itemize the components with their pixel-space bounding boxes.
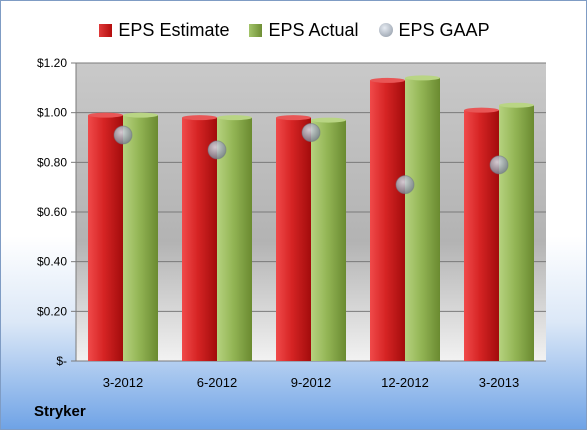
legend-label-gaap: EPS GAAP — [398, 19, 490, 40]
marker-eps-gaap — [489, 155, 509, 175]
legend-item-actual: EPS Actual — [249, 19, 359, 41]
legend-item-estimate: EPS Estimate — [99, 20, 229, 41]
bar-eps-actual — [217, 117, 252, 361]
marker-eps-gaap — [207, 140, 227, 160]
y-tick-label: $0.60 — [37, 205, 67, 219]
y-tick-label: $- — [56, 354, 67, 368]
marker-eps-gaap — [113, 125, 133, 145]
bar-eps-estimate — [88, 115, 123, 362]
bar-eps-estimate — [276, 117, 311, 361]
bar-top-eps-estimate — [370, 77, 405, 83]
bar-top-eps-estimate — [182, 115, 217, 121]
legend-item-gaap: EPS GAAP — [378, 19, 490, 41]
y-tick-label: $1.00 — [37, 106, 67, 120]
bar-top-eps-actual — [311, 117, 346, 123]
legend-swatch-estimate — [99, 23, 113, 37]
legend-swatch-actual — [249, 23, 263, 37]
company-label: Stryker — [34, 403, 86, 420]
bar-top-eps-estimate — [88, 112, 123, 118]
legend-swatch-gaap — [378, 23, 393, 37]
bar-eps-estimate — [464, 110, 499, 361]
y-tick-label: $0.20 — [37, 304, 67, 318]
bar-eps-actual — [311, 120, 346, 361]
x-tick-label: 9-2012 — [291, 375, 331, 390]
legend-label-estimate: EPS Estimate — [118, 19, 230, 40]
bar-eps-estimate — [182, 117, 217, 361]
legend-label-actual: EPS Actual — [268, 19, 359, 40]
bar-eps-actual — [499, 105, 534, 361]
bar-top-eps-actual — [123, 112, 158, 118]
bar-top-eps-estimate — [276, 115, 311, 121]
x-tick-label: 12-2012 — [381, 375, 429, 390]
legend: EPS Estimate EPS Actual EPS GAAP — [1, 15, 587, 45]
bar-top-eps-actual — [405, 75, 440, 81]
y-tick-label: $0.40 — [37, 255, 67, 269]
x-tick-label: 6-2012 — [197, 375, 237, 390]
bar-eps-actual — [405, 77, 440, 362]
x-tick-label: 3-2012 — [103, 375, 143, 390]
marker-eps-gaap — [395, 175, 415, 195]
bar-top-eps-actual — [217, 115, 252, 121]
y-tick-label: $1.20 — [37, 56, 67, 70]
bar-top-eps-estimate — [464, 107, 499, 113]
bar-eps-estimate — [370, 80, 405, 361]
y-tick-label: $0.80 — [37, 155, 67, 169]
marker-eps-gaap — [301, 123, 321, 143]
x-tick-label: 3-2013 — [479, 375, 519, 390]
bar-top-eps-actual — [499, 102, 534, 108]
bar-eps-actual — [123, 115, 158, 362]
